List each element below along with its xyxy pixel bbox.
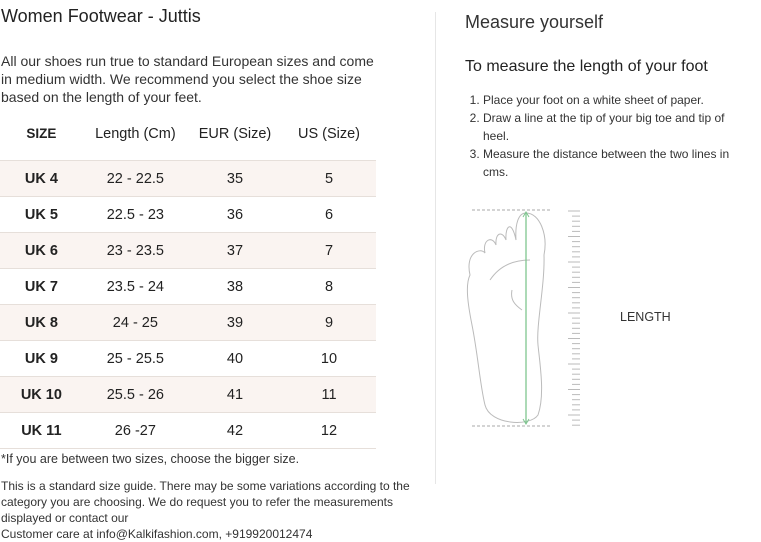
cell-eur: 42 bbox=[188, 412, 282, 449]
page-title: Women Footwear - Juttis bbox=[1, 6, 201, 26]
ruler bbox=[568, 210, 580, 426]
divider bbox=[435, 12, 436, 484]
cell-length: 22.5 - 23 bbox=[82, 196, 188, 233]
cell-length: 26 -27 bbox=[82, 412, 188, 449]
cell-eur: 35 bbox=[188, 160, 282, 197]
table-row: UK 8 24 - 25 39 9 bbox=[0, 304, 376, 341]
table-row: UK 9 25 - 25.5 40 10 bbox=[0, 340, 376, 377]
header-us: US (Size) bbox=[297, 126, 361, 142]
cell-us: 6 bbox=[282, 196, 376, 233]
cell-eur: 36 bbox=[188, 196, 282, 233]
table-row: UK 4 22 - 22.5 35 5 bbox=[0, 160, 376, 197]
measure-title: Measure yourself bbox=[465, 12, 604, 32]
cell-eur: 39 bbox=[188, 304, 282, 341]
cell-eur: 37 bbox=[188, 232, 282, 269]
cell-us: 12 bbox=[282, 412, 376, 449]
step: Measure the distance between the two lin… bbox=[483, 145, 733, 181]
cell-length: 25 - 25.5 bbox=[82, 340, 188, 377]
length-label: LENGTH bbox=[620, 310, 671, 324]
disclaimer-text: This is a standard size guide. There may… bbox=[1, 479, 410, 525]
measure-subtitle: To measure the length of your foot bbox=[465, 58, 708, 75]
table-row: UK 10 25.5 - 26 41 11 bbox=[0, 376, 376, 413]
cell-size: UK 5 bbox=[0, 196, 83, 233]
cell-size: UK 4 bbox=[0, 160, 83, 197]
cell-size: UK 11 bbox=[0, 412, 83, 449]
table-row: UK 7 23.5 - 24 38 8 bbox=[0, 268, 376, 305]
cell-length: 23.5 - 24 bbox=[82, 268, 188, 305]
cell-length: 22 - 22.5 bbox=[82, 160, 188, 197]
cell-eur: 40 bbox=[188, 340, 282, 377]
header-size: SIZE bbox=[26, 126, 57, 141]
cell-us: 9 bbox=[282, 304, 376, 341]
step: Place your foot on a white sheet of pape… bbox=[483, 91, 733, 109]
table-row: UK 11 26 -27 42 12 bbox=[0, 412, 376, 449]
size-table: SIZE Length (Cm) EUR (Size) US (Size) UK… bbox=[0, 108, 376, 449]
cell-size: UK 7 bbox=[0, 268, 83, 305]
cell-eur: 38 bbox=[188, 268, 282, 305]
cell-size: UK 8 bbox=[0, 304, 83, 341]
cell-eur: 41 bbox=[188, 376, 282, 413]
cell-us: 5 bbox=[282, 160, 376, 197]
cell-us: 8 bbox=[282, 268, 376, 305]
cell-length: 23 - 23.5 bbox=[82, 232, 188, 269]
measure-steps: Place your foot on a white sheet of pape… bbox=[466, 91, 733, 181]
header-length: Length (Cm) bbox=[95, 126, 176, 142]
cell-us: 10 bbox=[282, 340, 376, 377]
contact-text: Customer care at info@Kalkifashion.com, … bbox=[1, 527, 313, 541]
cell-length: 24 - 25 bbox=[82, 304, 188, 341]
table-row: UK 5 22.5 - 23 36 6 bbox=[0, 196, 376, 233]
cell-size: UK 9 bbox=[0, 340, 83, 377]
foot-diagram bbox=[466, 209, 580, 427]
cell-us: 7 bbox=[282, 232, 376, 269]
cell-size: UK 6 bbox=[0, 232, 83, 269]
header-eur: EUR (Size) bbox=[198, 126, 272, 142]
size-note: *If you are between two sizes, choose th… bbox=[1, 452, 300, 466]
cell-length: 25.5 - 26 bbox=[82, 376, 188, 413]
table-header: SIZE Length (Cm) EUR (Size) US (Size) bbox=[0, 108, 376, 161]
step: Draw a line at the tip of your big toe a… bbox=[483, 109, 733, 145]
intro-text: All our shoes run true to standard Europ… bbox=[1, 53, 374, 105]
disclaimer: This is a standard size guide. There may… bbox=[1, 478, 411, 542]
foot-outline-icon bbox=[466, 212, 546, 423]
cell-size: UK 10 bbox=[0, 376, 83, 413]
cell-us: 11 bbox=[282, 376, 376, 413]
table-row: UK 6 23 - 23.5 37 7 bbox=[0, 232, 376, 269]
